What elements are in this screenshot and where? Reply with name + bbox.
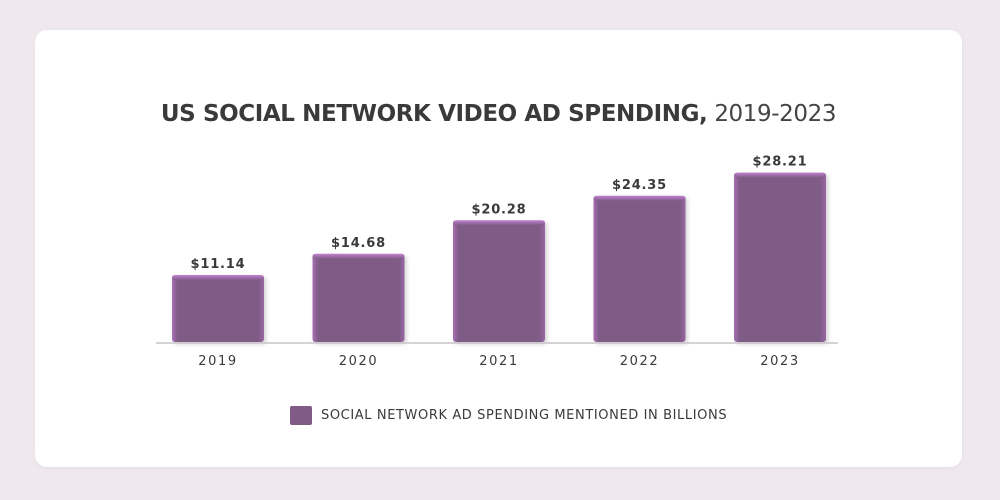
bar-top-highlight-2022 xyxy=(593,195,686,201)
x-tick-label-2020: 2020 xyxy=(339,354,378,369)
bars-layer xyxy=(172,172,826,342)
bar-2022 xyxy=(593,195,686,342)
value-label-2019: $11.14 xyxy=(191,257,246,272)
labels-layer: $11.14 2019 $14.68 2020 $20.28 2021 $24.35 2022… xyxy=(191,155,808,369)
bar-2019 xyxy=(172,275,264,342)
bar-2021 xyxy=(453,220,545,342)
x-tick-label-2019: 2019 xyxy=(198,354,237,369)
bar-top-highlight-2020 xyxy=(312,253,405,259)
x-tick-label-2023: 2023 xyxy=(760,354,799,369)
x-tick-label-2021: 2021 xyxy=(479,354,518,369)
bar-top-highlight-2019 xyxy=(172,275,264,281)
bar-top-highlight-2021 xyxy=(453,220,545,226)
legend-label: SOCIAL NETWORK AD SPENDING MENTIONED IN … xyxy=(321,408,728,423)
legend-swatch xyxy=(290,406,312,425)
value-label-2022: $24.35 xyxy=(612,178,667,193)
bar-2020 xyxy=(312,253,405,342)
chart-title-range: 2019-2023 xyxy=(714,101,837,127)
value-label-2021: $20.28 xyxy=(472,202,527,217)
chart-legend: SOCIAL NETWORK AD SPENDING MENTIONED IN … xyxy=(290,406,727,425)
value-label-2023: $28.21 xyxy=(753,155,808,170)
chart-title-main: US SOCIAL NETWORK VIDEO AD SPENDING, xyxy=(160,101,708,127)
x-tick-label-2022: 2022 xyxy=(620,354,659,369)
chart-title: US SOCIAL NETWORK VIDEO AD SPENDING, 201… xyxy=(35,101,962,127)
value-label-2020: $14.68 xyxy=(331,236,386,251)
bar-chart: $11.14 2019 $14.68 2020 $20.28 2021 $24.35 2022… xyxy=(156,155,838,369)
bar-2023 xyxy=(734,172,826,342)
chart-card: US SOCIAL NETWORK VIDEO AD SPENDING, 201… xyxy=(35,30,962,467)
bar-top-highlight-2023 xyxy=(734,172,826,178)
